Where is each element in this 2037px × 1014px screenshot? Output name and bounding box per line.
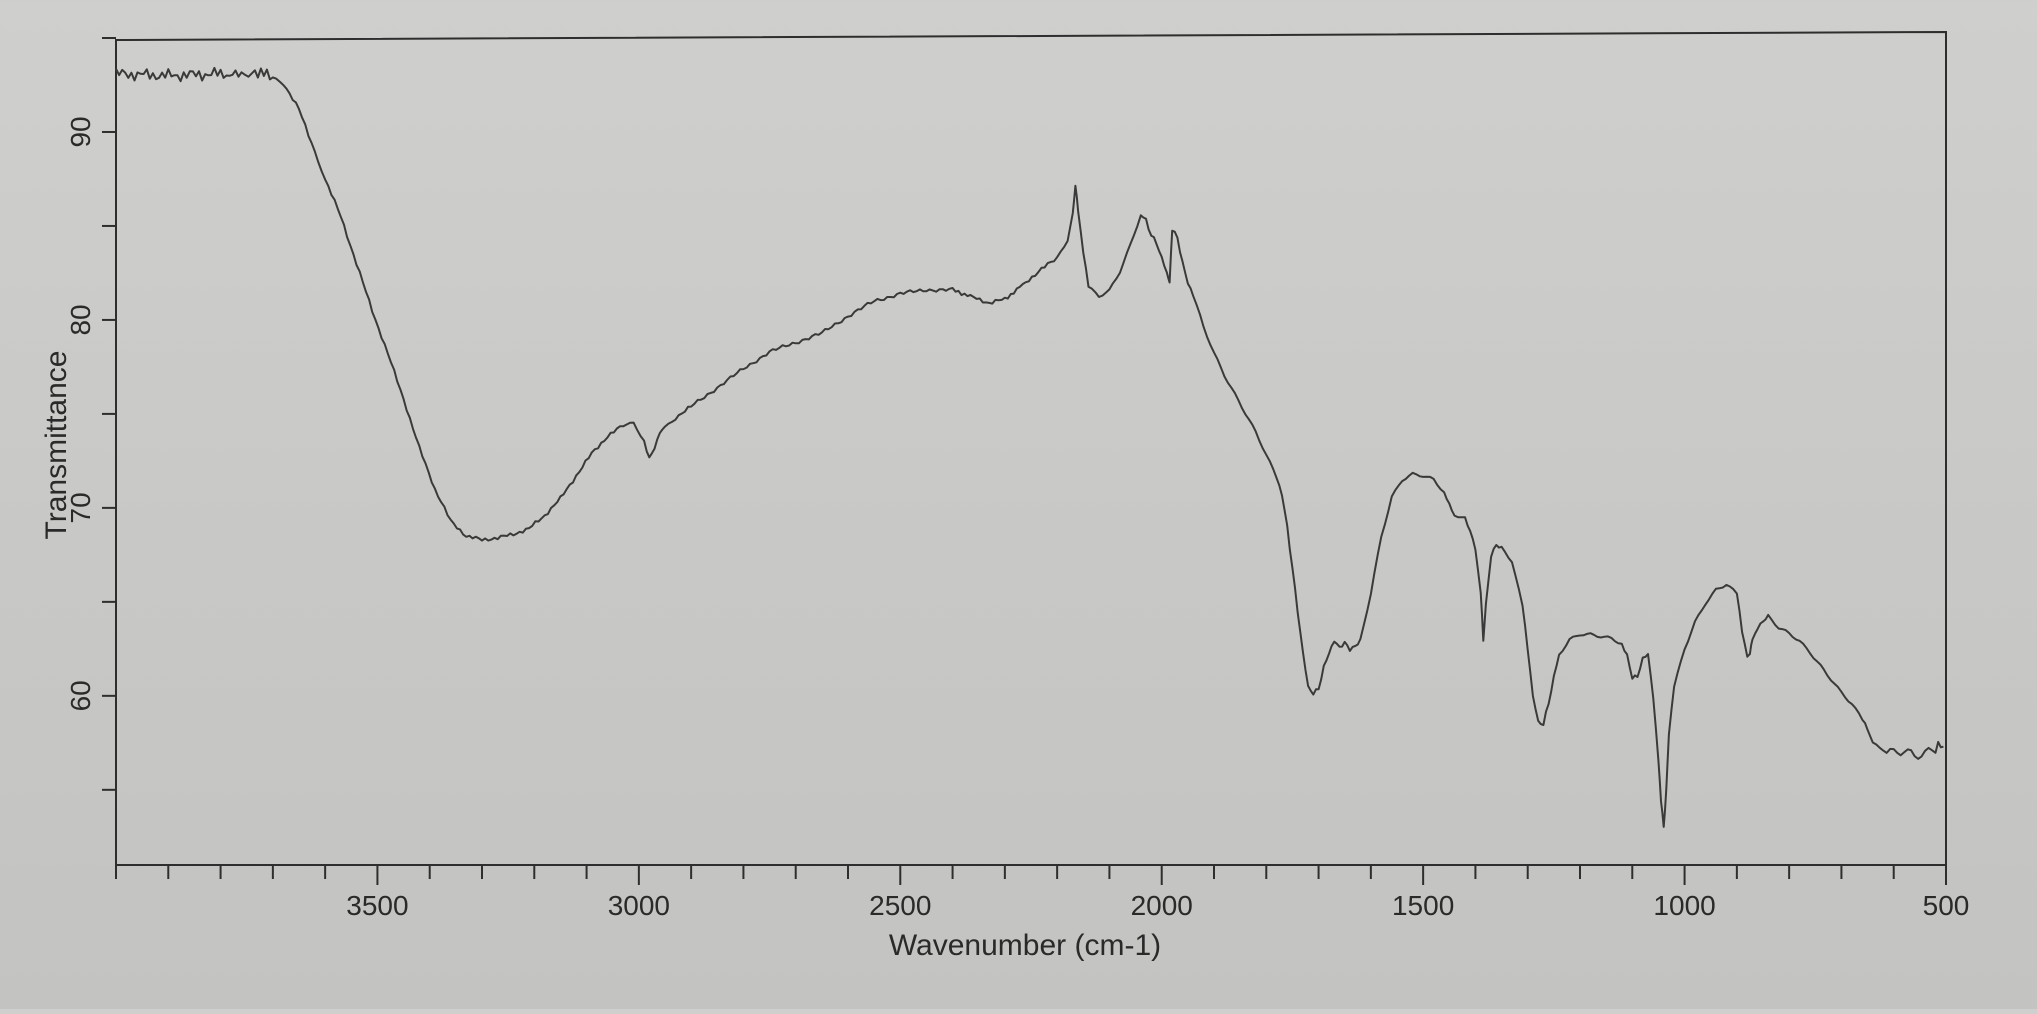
- x-axis-label: Wavenumber (cm-1): [889, 929, 1161, 962]
- x-tick-label: 3500: [346, 890, 408, 921]
- spectrum-line: [115, 66, 1944, 828]
- x-tick-label: 3000: [608, 890, 670, 921]
- plot-frame: [115, 30, 1947, 866]
- x-tick-label: 2000: [1131, 890, 1193, 921]
- x-axis: 3500 3000 2500 2000 1500 1000 500: [115, 865, 1970, 921]
- plot-area: [115, 66, 1944, 828]
- y-tick-label: 90: [65, 116, 96, 147]
- y-tick-label: 80: [65, 304, 96, 335]
- x-tick-label: 500: [1923, 890, 1970, 921]
- x-tick-label: 1500: [1392, 890, 1454, 921]
- y-tick-label: 60: [65, 680, 96, 711]
- plot-border: [115, 30, 1947, 866]
- y-tick-label: 70: [65, 492, 96, 523]
- x-tick-label: 2500: [869, 890, 931, 921]
- x-tick-label: 1000: [1653, 890, 1715, 921]
- y-axis: 60 70 80 90: [65, 37, 116, 791]
- y-axis-label: Transmittance: [40, 351, 73, 540]
